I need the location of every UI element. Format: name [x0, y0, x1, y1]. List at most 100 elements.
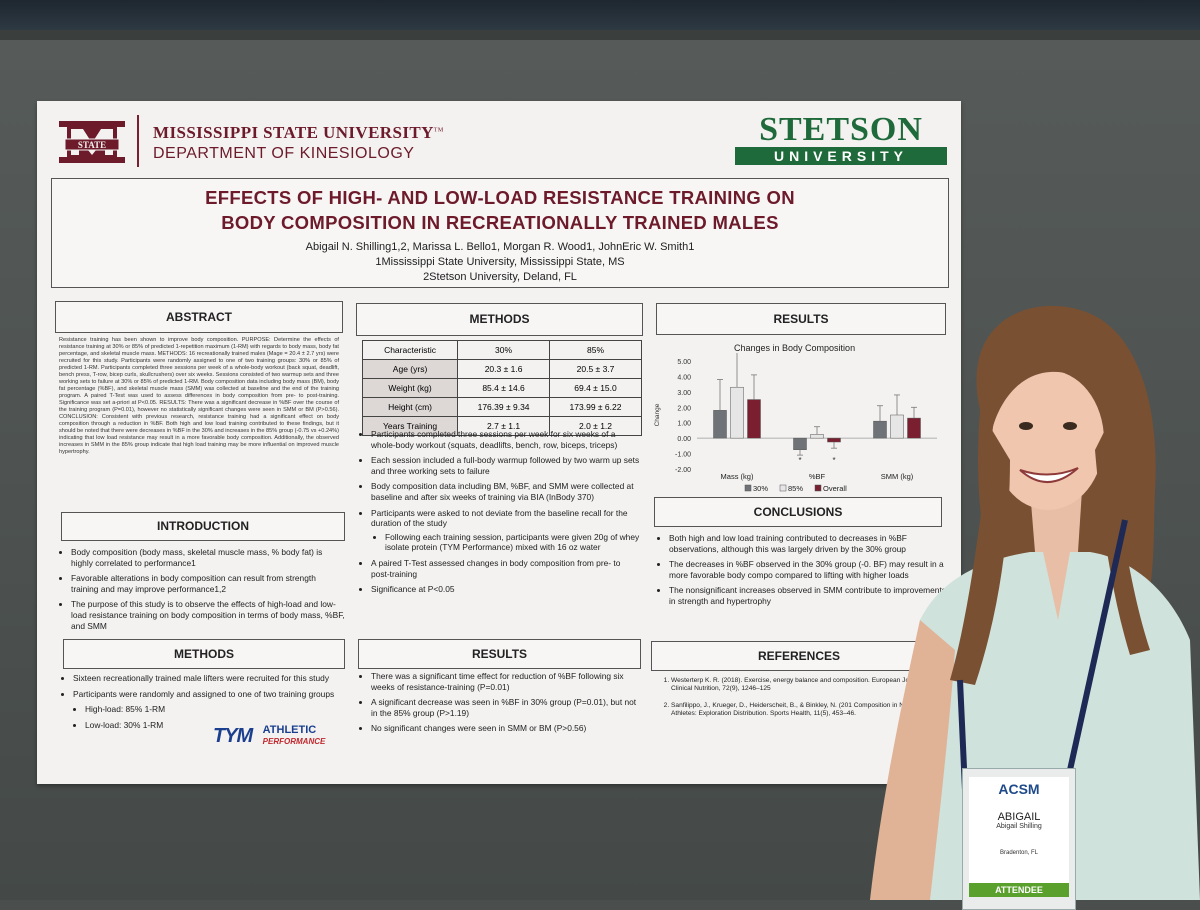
table-row: Weight (kg) 85.4 ± 14.6 69.4 ± 15.0: [361, 378, 642, 398]
conclusion-bullet: Both high and low load training contribu…: [669, 533, 947, 554]
y-tick-label: 5.00: [677, 359, 691, 366]
bar-overall: [827, 437, 841, 443]
tym-line1: ATHLETIC: [262, 724, 317, 736]
conclusions-header: CONCLUSIONS: [654, 497, 942, 527]
references-header: REFERENCES: [651, 641, 947, 671]
methods-bullet: A paired T-Test assessed changes in body…: [371, 558, 641, 579]
methods-sub-bullet: Low-load: 30% 1-RM: [85, 720, 347, 731]
bar-30pct: [713, 410, 727, 439]
methods-header-lower: METHODS: [63, 639, 345, 669]
methods-bullet: Sixteen recreationally trained male lift…: [73, 673, 347, 684]
abstract-text: Resistance training has been shown to im…: [59, 337, 339, 455]
stetson-university-bar: UNIVERSITY: [735, 147, 947, 165]
reference-item: Westerterp K. R. (2018). Exercise, energ…: [671, 677, 947, 694]
methods-bullet: Participants completed three sessions pe…: [371, 429, 641, 450]
reference-item: Sanfilippo, J., Krueger, D., Heiderschei…: [671, 702, 947, 719]
poster-title: EFFECTS OF HIGH- AND LOW-LOAD RESISTANCE…: [52, 185, 948, 235]
legend-swatch: [744, 484, 752, 492]
msu-department: DEPARTMENT OF KINESIOLOGY: [153, 145, 415, 162]
legend-label: 30%: [753, 484, 768, 493]
results-bullet: A significant decrease was seen in %BF i…: [371, 697, 641, 718]
legend-swatch: [779, 484, 787, 492]
results-header-lower: RESULTS: [358, 639, 641, 669]
introduction-list: Body composition (body mass, skeletal mu…: [59, 547, 345, 636]
name-badge: ACSM ABIGAIL Abigail Shilling Bradenton,…: [962, 768, 1076, 910]
affiliation-1: 1Mississippi State University, Mississip…: [375, 256, 625, 268]
intro-bullet: The purpose of this study is to observe …: [71, 599, 345, 631]
methods-bullet: Each session included a full-body warmup…: [371, 455, 641, 476]
stetson-logo: STETSON UNIVERSITY: [735, 113, 947, 165]
methods-lower-list: Sixteen recreationally trained male lift…: [61, 673, 347, 735]
badge-role: ATTENDEE: [969, 883, 1069, 897]
x-category-label: %BF: [809, 472, 826, 481]
badge-city: Bradenton, FL: [999, 850, 1039, 856]
table-cell: Weight (kg): [361, 378, 459, 398]
bar-overall: [907, 417, 921, 439]
methods-bullet: Participants were randomly and assigned …: [73, 689, 347, 700]
legend-label: 85%: [788, 484, 803, 493]
title-line-2: BODY COMPOSITION IN RECREATIONALLY TRAIN…: [221, 212, 779, 233]
title-line-1: EFFECTS OF HIGH- AND LOW-LOAD RESISTANCE…: [205, 187, 795, 208]
msu-logo-text: STATE: [78, 140, 106, 150]
y-axis-label: Change: [654, 403, 661, 426]
affiliation-2: 2Stetson University, Deland, FL: [423, 271, 577, 283]
body-composition-chart: 5.00 4.00 3.00 2.00 1.00 0.00 -1.00 -2.00 Change…: [654, 353, 937, 493]
bar-85pct: [730, 386, 744, 439]
badge-org: ACSM: [998, 781, 1040, 797]
table-cell: Height (cm): [361, 397, 459, 417]
y-tick-label: 1.00: [677, 421, 691, 428]
intro-bullet: Favorable alterations in body compositio…: [71, 573, 345, 594]
research-poster: STATE MISSISSIPPI STATE UNIVERSITYTM DEP…: [37, 101, 961, 784]
bar-30pct: [793, 437, 807, 450]
results-bullet: No significant changes were seen in SMM …: [371, 723, 641, 734]
tym-line2: PERFORMANCE: [262, 737, 326, 746]
table-cell: 69.4 ± 15.0: [549, 378, 642, 398]
table-cell: Age (yrs): [361, 359, 459, 379]
table-cell: 176.39 ± 9.34: [457, 397, 551, 417]
badge-name: ABIGAIL: [997, 811, 1041, 823]
authors: Abigail N. Shilling1,2, Marissa L. Bello…: [305, 241, 695, 253]
bar-overall: [747, 399, 761, 439]
table-row: Height (cm) 176.39 ± 9.34 173.99 ± 6.22: [361, 397, 642, 417]
conclusion-bullet: The decreases in %BF observed in the 30%…: [669, 559, 947, 580]
methods-bullet: Participants were asked to not deviate f…: [371, 508, 641, 529]
y-tick-label: -1.00: [675, 452, 691, 459]
table-header-cell: Characteristic: [361, 340, 459, 360]
y-tick-label: -2.00: [675, 467, 691, 474]
msu-university-name: MISSISSIPPI STATE UNIVERSITYTM: [153, 123, 444, 142]
results-lower-list: There was a significant time effect for …: [359, 671, 641, 739]
stetson-name: STETSON: [759, 111, 923, 148]
header-separator: [137, 115, 139, 167]
table-cell: 2.0 ± 1.2: [549, 416, 642, 436]
chart-title: Changes in Body Composition: [734, 343, 856, 353]
author-block: Abigail N. Shilling1,2, Marissa L. Bello…: [52, 240, 948, 285]
methods-sub-bullet: Following each training session, partici…: [385, 532, 641, 553]
conclusion-bullet: The nonsignificant increases observed in…: [669, 585, 947, 606]
badge-full-name: Abigail Shilling: [996, 823, 1042, 830]
y-tick-label: 0.00: [677, 436, 691, 443]
msu-logo-icon: STATE: [59, 121, 125, 163]
significance-marker: *: [832, 456, 835, 465]
legend-swatch: [814, 484, 822, 492]
methods-list: Participants completed three sessions pe…: [359, 429, 641, 600]
table-cell: Years Training: [361, 416, 459, 436]
characteristics-table: Characteristic 30% 85% Age (yrs) 20.3 ± …: [361, 340, 642, 436]
table-row: Years Training 2.7 ± 1.1 2.0 ± 1.2: [361, 416, 642, 436]
methods-bullet: Significance at P<0.05: [371, 584, 641, 595]
methods-sub-bullet: High-load: 85% 1-RM: [85, 704, 347, 715]
y-tick-label: 3.00: [677, 390, 691, 397]
x-category-label: SMM (kg): [881, 472, 914, 481]
table-header-row: Characteristic 30% 85%: [361, 340, 642, 360]
x-category-label: Mass (kg): [721, 472, 754, 481]
methods-header: METHODS: [356, 303, 643, 336]
conclusions-list: Both high and low load training contribu…: [657, 533, 947, 612]
tym-mark: TYM: [213, 725, 253, 747]
y-tick-label: 2.00: [677, 405, 691, 412]
table-header-cell: 30%: [457, 340, 551, 360]
table-cell: 85.4 ± 14.6: [457, 378, 551, 398]
table-cell: 20.3 ± 1.6: [457, 359, 551, 379]
references-list: Westerterp K. R. (2018). Exercise, energ…: [657, 677, 947, 724]
table-cell: 173.99 ± 6.22: [549, 397, 642, 417]
intro-bullet: Body composition (body mass, skeletal mu…: [71, 547, 345, 568]
title-box: EFFECTS OF HIGH- AND LOW-LOAD RESISTANCE…: [51, 178, 949, 288]
